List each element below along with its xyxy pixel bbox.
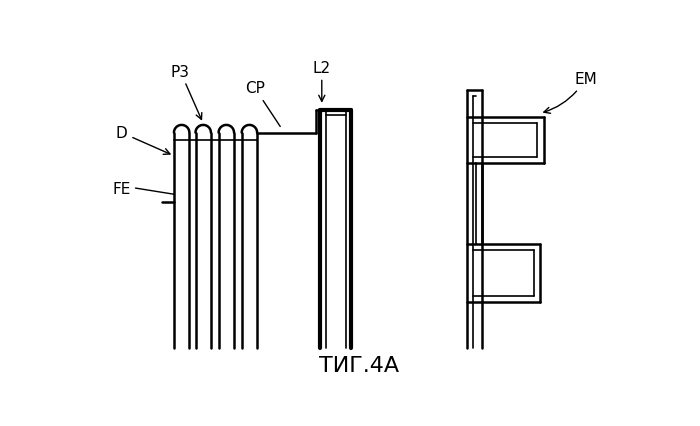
Text: P3: P3 — [171, 64, 202, 120]
Text: D: D — [116, 126, 170, 155]
Text: CP: CP — [245, 81, 280, 127]
Text: L2: L2 — [313, 60, 331, 102]
Text: ΤИГ.4A: ΤИГ.4A — [318, 355, 399, 375]
Text: FE: FE — [113, 181, 131, 196]
Text: EM: EM — [544, 72, 597, 114]
